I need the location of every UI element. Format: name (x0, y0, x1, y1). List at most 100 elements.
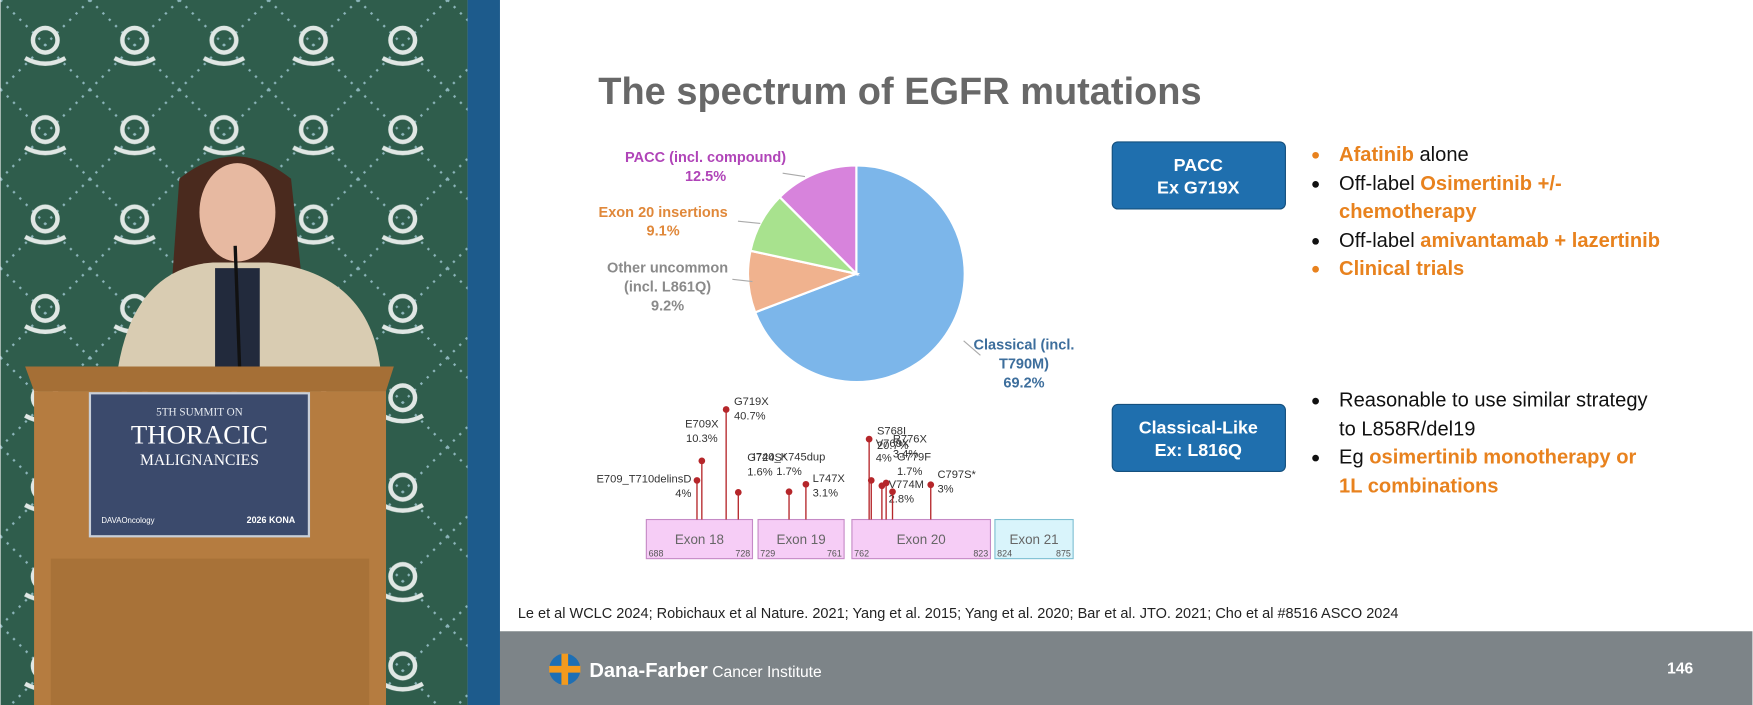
pie-label-body: Other uncommon (incl. L861Q) 9.2% (595, 258, 740, 315)
exon-end: 728 (735, 548, 750, 558)
group-box (1111, 403, 1286, 473)
lollipop-head (882, 479, 890, 487)
exon-start: 762 (854, 548, 869, 558)
lollipop-head (698, 457, 706, 465)
slide-title: The spectrum of EGFR mutations (598, 71, 1201, 113)
pie-label-body: Exon 20 insertions 9.1% (574, 202, 753, 240)
mutation-value: 40.7% (734, 411, 766, 423)
podium: 5TH SUMMIT ON THORACIC MALIGNANCIES DAVA… (25, 366, 394, 705)
bullet-dot (1312, 397, 1319, 405)
pie-value-label: 69.2% (1003, 374, 1045, 392)
leader-line (732, 278, 753, 283)
lollipop-head (734, 488, 742, 496)
mutation-value: 2.8% (889, 493, 915, 505)
mutation-name: G779F (897, 451, 931, 463)
bullet-text: Clinical trials (1339, 255, 1663, 283)
group-box (1111, 141, 1286, 210)
mutation-value: 1.6% (747, 467, 773, 479)
bullet: Afatinib alone (1308, 141, 1677, 169)
mutation-value: 4% (675, 488, 691, 500)
speaker (117, 156, 381, 369)
pie-label: PACC (incl. compound)12.5% (594, 147, 817, 185)
pie-label-body: Classical (incl. T790M) 69.2% (963, 335, 1086, 392)
bullet-segment: amivantamab + lazertinib (1420, 228, 1661, 251)
exon-box (757, 518, 845, 560)
pie-label-body: PACC (incl. compound) 12.5% (594, 147, 817, 185)
podium-line: 5TH SUMMIT ON (156, 407, 243, 419)
bullet-segment: osimertinib monotherapy or 1L combinatio… (1339, 445, 1637, 497)
divider (467, 0, 500, 705)
pie-label: Classical (incl. T790M)69.2% (963, 335, 1086, 392)
podium-line: MALIGNANCIES (140, 452, 259, 469)
group-box-label: Ex G719X (1157, 177, 1239, 197)
footer-logo (549, 653, 581, 685)
mutation-name: G724S* (747, 452, 787, 464)
mutation-name: S768I (877, 426, 906, 438)
pie-value-label: 12.5% (684, 167, 727, 185)
page-number: 146 (1667, 661, 1693, 678)
podium-event: 2026 KONA (247, 515, 296, 525)
exon-name: Exon 20 (897, 532, 946, 547)
exon-name: Exon 18 (675, 532, 724, 547)
group-box-label: PACC (1174, 155, 1223, 175)
exon-end: 875 (1056, 548, 1071, 558)
mutation-name: E709_T710delinsD (596, 474, 691, 486)
pie-value-label: 9.1% (646, 222, 680, 240)
bullet-dot (1312, 237, 1319, 245)
pie-slice (778, 164, 858, 277)
group-box-label: Ex: L816Q (1155, 440, 1242, 460)
pie-category: PACC (incl. compound) (624, 148, 787, 166)
mutation-value: 1.7% (776, 466, 802, 478)
exon-start: 688 (649, 548, 664, 558)
bullet-segment: Afatinib (1339, 143, 1414, 166)
mutation-name: L747X (813, 473, 846, 485)
mutation-name: C797S* (937, 469, 976, 481)
bullet-text: Eg osimertinib monotherapy or 1L combina… (1339, 444, 1663, 501)
pie-value-label: 9.2% (651, 297, 685, 314)
bullet-list-body: Afatinib alone Off-label Osimertinib +/- … (1308, 141, 1677, 283)
bullet-segment: Osimertinib +/- chemotherapy (1339, 171, 1562, 223)
lollipop-head (927, 481, 935, 489)
bullet: Off-label Osimertinib +/- chemotherapy (1308, 169, 1677, 226)
mutation-name: V774M (889, 479, 924, 491)
bullet-segment: Eg (1339, 445, 1370, 469)
group-box-label: Classical-Like (1139, 418, 1258, 438)
mutation-name: I740_K745dup (753, 451, 826, 463)
exon-end: 761 (827, 548, 842, 558)
lollipop-head (802, 480, 810, 488)
bullet-text: Afatinib alone (1339, 141, 1663, 169)
mutation-name: E709X (685, 418, 719, 430)
bullet-list: Reasonable to use similar strategy to L8… (1308, 387, 1677, 501)
footer-brand: Dana-Farber (589, 660, 708, 682)
podium-line: THORACIC (131, 420, 268, 450)
bullet-text: Off-label amivantamab + lazertinib (1339, 226, 1663, 254)
bullet-text: Off-label Osimertinib +/- chemotherapy (1339, 169, 1663, 226)
mutation-value: 4% (876, 452, 892, 464)
exon-box (994, 518, 1074, 560)
bullet: Reasonable to use similar strategy to L8… (1308, 387, 1677, 444)
lollipop-head (722, 406, 730, 413)
exon-start: 729 (760, 548, 775, 558)
bullet-dot (1312, 151, 1319, 159)
mutation-name: G719X (734, 396, 769, 408)
bullet-segment: Reasonable to use similar strategy to L8… (1339, 388, 1648, 440)
lollipop-head (889, 488, 896, 496)
bullet: Eg osimertinib monotherapy or 1L combina… (1308, 444, 1677, 501)
mutation-value: 3.1% (813, 488, 839, 500)
exon-box (645, 518, 754, 560)
lollipop-head (865, 435, 873, 443)
lollipop-head (785, 488, 793, 496)
mutation-value: 10.3% (686, 433, 718, 445)
mutation-name: R776X (893, 434, 928, 446)
lollipop-head (693, 477, 701, 484)
mutation-value: 1.7% (897, 466, 923, 478)
exon-name: Exon 19 (777, 532, 826, 547)
leader-line (963, 340, 981, 356)
bullet-segment: Clinical trials (1339, 256, 1465, 280)
bullet-dot (1312, 454, 1319, 462)
exon-end: 823 (973, 548, 988, 558)
bullet-segment: Off-label (1339, 171, 1421, 194)
